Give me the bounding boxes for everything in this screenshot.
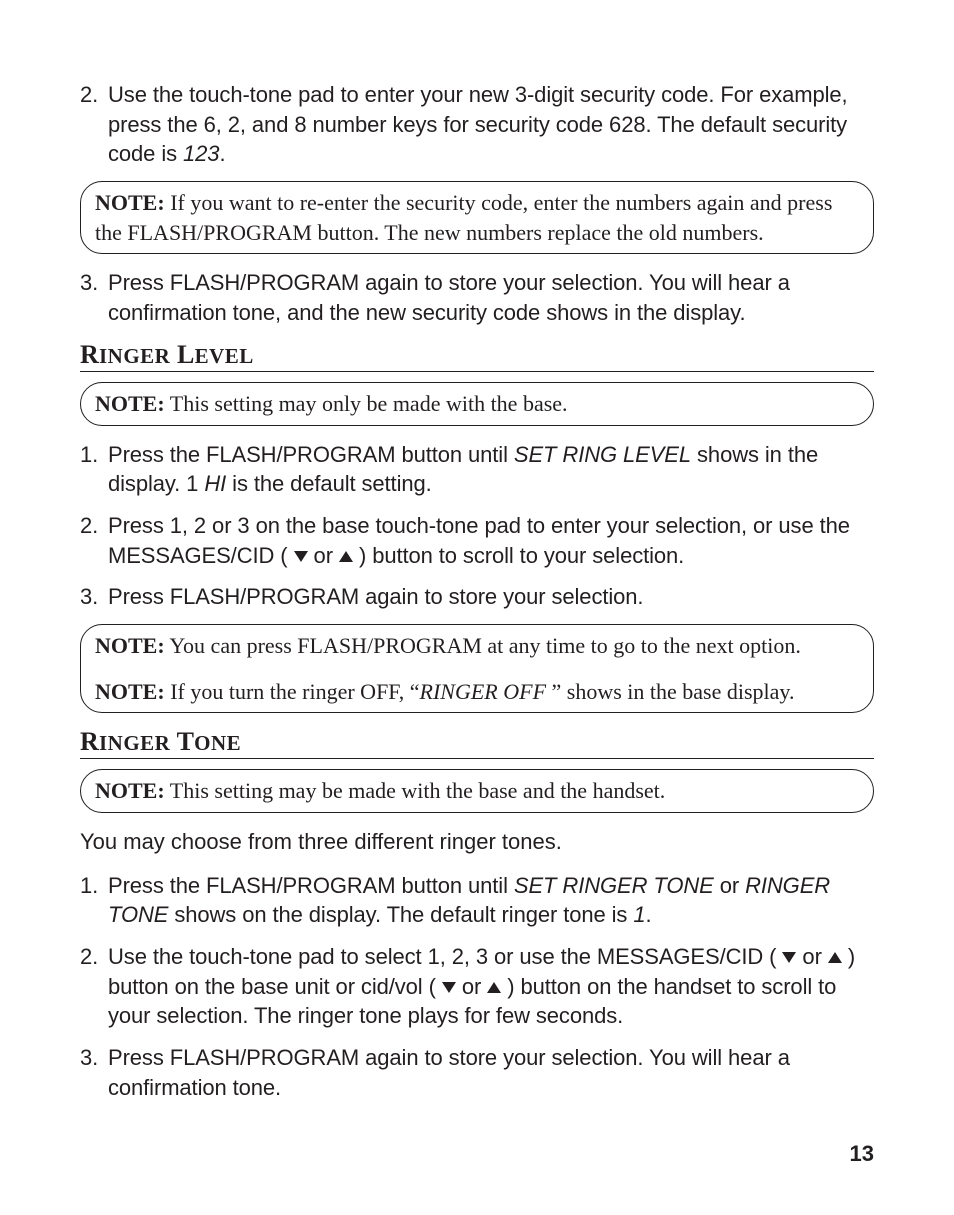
- note-label: NOTE:: [95, 633, 165, 658]
- text: or: [714, 873, 745, 898]
- list-body: Use the touch-tone pad to select 1, 2, 3…: [108, 942, 874, 1031]
- heading-rest: EVEL: [195, 344, 254, 368]
- list-number: 2.: [80, 80, 108, 169]
- list-item-rt3: 3. Press FLASH/PROGRAM again to store yo…: [80, 1043, 874, 1102]
- heading-cap: T: [177, 727, 195, 756]
- note-text: You can press FLASH/PROGRAM at any time …: [165, 633, 801, 658]
- text: Use the touch-tone pad to select 1, 2, 3…: [108, 944, 782, 969]
- up-triangle-icon: [339, 551, 353, 562]
- note-box-flash-ringer-off: NOTE: You can press FLASH/PROGRAM at any…: [80, 624, 874, 713]
- list-number: 1.: [80, 871, 108, 930]
- text: .: [219, 141, 225, 166]
- down-triangle-icon: [294, 551, 308, 562]
- note-box-base-and-handset: NOTE: This setting may be made with the …: [80, 769, 874, 813]
- list-item-rl2: 2. Press 1, 2 or 3 on the base touch-ton…: [80, 511, 874, 570]
- list-body: Press FLASH/PROGRAM again to store your …: [108, 1043, 874, 1102]
- list-body: Press the FLASH/PROGRAM button until SET…: [108, 440, 874, 499]
- note-box-reenter-code: NOTE: If you want to re-enter the securi…: [80, 181, 874, 254]
- note-label: NOTE:: [95, 679, 165, 704]
- ringer-tone-intro: You may choose from three different ring…: [80, 827, 874, 857]
- note-label: NOTE:: [95, 391, 165, 416]
- text-or: or: [796, 944, 827, 969]
- heading-rest: INGER: [99, 731, 170, 755]
- list-body: Use the touch-tone pad to enter your new…: [108, 80, 874, 169]
- heading-cap: R: [80, 727, 99, 756]
- display-text: SET RING LEVEL: [514, 442, 691, 467]
- page-number: 13: [850, 1141, 874, 1167]
- list-number: 1.: [80, 440, 108, 499]
- heading-rest: ONE: [194, 731, 241, 755]
- up-triangle-icon: [828, 952, 842, 963]
- text: is the default setting.: [226, 471, 432, 496]
- note-text: If you want to re-enter the security cod…: [95, 190, 832, 245]
- note-text: This setting may be made with the base a…: [165, 778, 666, 803]
- heading-rest: INGER: [99, 344, 170, 368]
- text: .: [645, 902, 651, 927]
- section-heading-ringer-tone: RINGER TONE: [80, 727, 874, 759]
- text: Press the FLASH/PROGRAM button until: [108, 442, 514, 467]
- note-label: NOTE:: [95, 190, 165, 215]
- display-text: SET RINGER TONE: [514, 873, 714, 898]
- text: ) button to scroll to your selection.: [353, 543, 684, 568]
- list-body: Press FLASH/PROGRAM again to store your …: [108, 582, 874, 612]
- list-item-rl1: 1. Press the FLASH/PROGRAM button until …: [80, 440, 874, 499]
- list-item-2: 2. Use the touch-tone pad to enter your …: [80, 80, 874, 169]
- note-box-base-only: NOTE: This setting may only be made with…: [80, 382, 874, 426]
- up-triangle-icon: [487, 982, 501, 993]
- note-text: ” shows in the base display.: [552, 679, 795, 704]
- list-number: 2.: [80, 942, 108, 1031]
- list-body: Press the FLASH/PROGRAM button until SET…: [108, 871, 874, 930]
- code-value: 123: [183, 141, 219, 166]
- text-or: or: [456, 974, 487, 999]
- list-number: 2.: [80, 511, 108, 570]
- display-text: 1: [633, 902, 645, 927]
- list-item-3: 3. Press FLASH/PROGRAM again to store yo…: [80, 268, 874, 327]
- list-item-rt1: 1. Press the FLASH/PROGRAM button until …: [80, 871, 874, 930]
- display-text: HI: [204, 471, 226, 496]
- heading-cap: L: [177, 340, 195, 369]
- note-label: NOTE:: [95, 778, 165, 803]
- down-triangle-icon: [442, 982, 456, 993]
- down-triangle-icon: [782, 952, 796, 963]
- list-body: Press 1, 2 or 3 on the base touch-tone p…: [108, 511, 874, 570]
- list-number: 3.: [80, 268, 108, 327]
- display-text: RINGER OFF: [420, 679, 552, 704]
- heading-cap: R: [80, 340, 99, 369]
- list-number: 3.: [80, 582, 108, 612]
- text-or: or: [308, 543, 339, 568]
- text: shows on the display. The default ringer…: [168, 902, 633, 927]
- note-text: This setting may only be made with the b…: [165, 391, 568, 416]
- text: Press the FLASH/PROGRAM button until: [108, 873, 514, 898]
- note-text: If you turn the ringer OFF, “: [165, 679, 420, 704]
- list-item-rt2: 2. Use the touch-tone pad to select 1, 2…: [80, 942, 874, 1031]
- section-heading-ringer-level: RINGER LEVEL: [80, 340, 874, 372]
- list-item-rl3: 3. Press FLASH/PROGRAM again to store yo…: [80, 582, 874, 612]
- list-body: Press FLASH/PROGRAM again to store your …: [108, 268, 874, 327]
- list-number: 3.: [80, 1043, 108, 1102]
